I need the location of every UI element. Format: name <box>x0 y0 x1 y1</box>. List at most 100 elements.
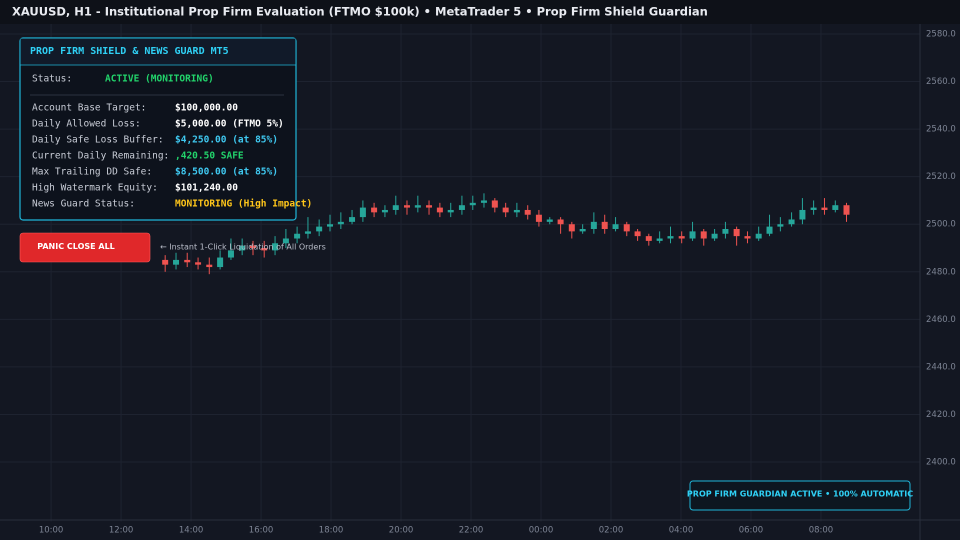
x-tick-label: 04:00 <box>669 526 694 536</box>
candle-body <box>777 224 784 227</box>
y-tick-label: 2460.0 <box>926 315 956 325</box>
candle-body <box>744 236 751 239</box>
candle-body <box>634 231 641 237</box>
panic-note: ← Instant 1-Click Liquidation of All Ord… <box>160 243 326 252</box>
row-value: $100,000.00 <box>175 103 238 114</box>
status-label: Status: <box>32 74 72 85</box>
status-badge <box>689 480 911 511</box>
candle-body <box>579 228 586 232</box>
candle-body <box>162 259 169 265</box>
x-tick-label: 22:00 <box>459 526 484 536</box>
candle-body <box>337 221 344 225</box>
x-tick-label: 12:00 <box>109 526 134 536</box>
candle-body <box>326 224 333 227</box>
candle-body <box>316 226 323 232</box>
row-label: Daily Allowed Loss: <box>32 119 141 130</box>
status-value: ACTIVE (MONITORING) <box>105 74 214 85</box>
candle-body <box>349 217 356 222</box>
candle-body <box>656 238 663 241</box>
candle-body <box>524 209 531 215</box>
candle-body <box>447 209 454 213</box>
candle-body <box>810 207 817 210</box>
candle-body <box>217 257 224 268</box>
candle-body <box>195 262 202 265</box>
candle-body <box>557 219 564 225</box>
candle-body <box>502 207 509 213</box>
y-tick-label: 2420.0 <box>926 410 956 420</box>
candle-body <box>392 205 399 210</box>
row-value: MONITORING (High Impact) <box>175 199 312 210</box>
header-title: XAUUSD, H1 - Institutional Prop Firm Eva… <box>12 5 708 19</box>
x-tick-label: 02:00 <box>599 526 624 536</box>
y-tick-label: 2440.0 <box>926 362 956 372</box>
candle-body <box>513 209 520 213</box>
panel-frame <box>19 37 297 221</box>
candle-body <box>381 209 388 213</box>
candle-body <box>843 205 850 215</box>
candle-body <box>206 264 213 268</box>
x-tick-label: 14:00 <box>179 526 204 536</box>
x-tick-label: 08:00 <box>809 526 834 536</box>
candle-body <box>371 207 378 213</box>
row-value: ,420.50 SAFE <box>175 151 244 162</box>
panel-title-bar <box>20 38 296 65</box>
row-label: Max Trailing DD Safe: <box>32 167 152 178</box>
panic-button-label[interactable]: PANIC CLOSE ALL <box>37 242 115 251</box>
candle-body <box>689 231 696 239</box>
candle-body <box>623 224 630 232</box>
candle-body <box>282 238 289 244</box>
candle-body <box>359 207 366 218</box>
candle-body <box>678 236 685 239</box>
candle-body <box>304 231 311 234</box>
candle-body <box>733 228 740 237</box>
info-panel: PROP FIRM SHIELD & NEWS GUARD MT5 Status… <box>19 37 312 221</box>
y-tick-label: 2540.0 <box>926 125 956 135</box>
row-value: $101,240.00 <box>175 183 238 194</box>
row-label: High Watermark Equity: <box>32 183 158 194</box>
y-tick-label: 2580.0 <box>926 29 956 39</box>
x-tick-label: 00:00 <box>529 526 554 536</box>
candle-body <box>436 207 443 213</box>
candle-body <box>711 233 718 239</box>
candle-body <box>832 205 839 210</box>
status-badge-text: PROP FIRM GUARDIAN ACTIVE • 100% AUTOMAT… <box>687 490 913 499</box>
panic-button[interactable] <box>19 232 151 263</box>
y-tick-label: 2520.0 <box>926 172 956 182</box>
candle-body <box>590 221 597 229</box>
candle-body <box>239 245 246 251</box>
candle-body <box>272 243 279 251</box>
header-bar <box>0 0 960 24</box>
candle-body <box>403 205 410 208</box>
candle-body <box>766 226 773 234</box>
y-tick-label: 2400.0 <box>926 458 956 468</box>
x-tick-label: 06:00 <box>739 526 764 536</box>
y-tick-label: 2560.0 <box>926 77 956 87</box>
candle-body <box>601 221 608 229</box>
candle-body <box>458 205 465 210</box>
row-label: Account Base Target: <box>32 103 146 114</box>
candle-body <box>261 248 268 251</box>
candle-body <box>227 250 234 258</box>
candle-body <box>821 207 828 210</box>
candle-body <box>535 214 542 222</box>
candle-body <box>491 200 498 208</box>
candle-body <box>755 233 762 239</box>
candle-body <box>173 259 180 265</box>
y-tick-label: 2500.0 <box>926 220 956 230</box>
candle-body <box>722 228 729 234</box>
row-value: $5,000.00 (FTMO 5%) <box>175 119 284 130</box>
candle-body <box>645 236 652 241</box>
row-label: Current Daily Remaining: <box>32 151 169 162</box>
candle-body <box>568 224 575 232</box>
x-tick-label: 20:00 <box>389 526 414 536</box>
panel-title: PROP FIRM SHIELD & NEWS GUARD MT5 <box>30 46 229 57</box>
row-value: $8,500.00 (at 85%) <box>175 167 278 178</box>
y-tick-label: 2480.0 <box>926 267 956 277</box>
candle-body <box>469 202 476 206</box>
row-value: $4,250.00 (at 85%) <box>175 135 278 146</box>
candle-body <box>788 219 795 225</box>
x-tick-label: 18:00 <box>319 526 344 536</box>
candle-body <box>667 236 674 239</box>
candle-body <box>294 233 301 239</box>
